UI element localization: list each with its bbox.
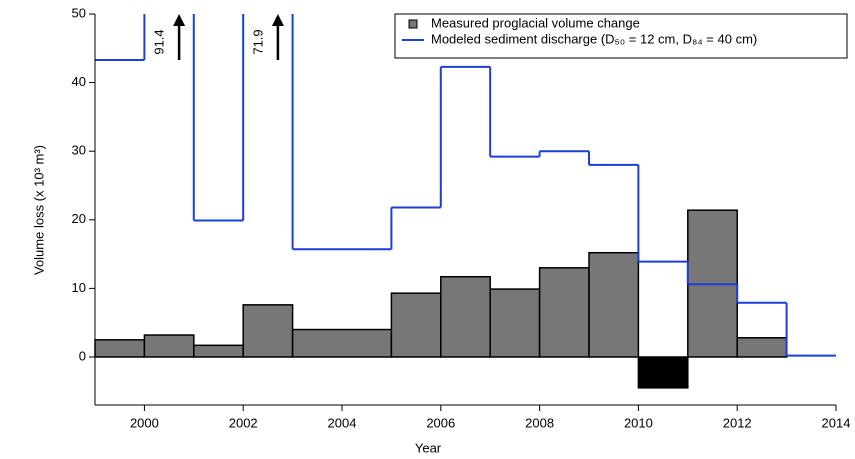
legend-label: Measured proglacial volume change xyxy=(431,15,640,30)
x-tick-label: 2002 xyxy=(229,415,258,430)
bar xyxy=(94,339,146,358)
overflow-arrowhead xyxy=(173,14,186,26)
y-axis-label: Volume loss (x 10³ m³) xyxy=(31,145,46,275)
y-tick-label: 10 xyxy=(72,280,86,295)
bar xyxy=(489,288,541,358)
bar xyxy=(390,292,442,358)
overflow-arrowhead xyxy=(271,14,284,26)
legend-label: Modeled sediment discharge (D₅₀ = 12 cm,… xyxy=(431,31,757,46)
y-tick-label: 30 xyxy=(72,143,86,158)
bar xyxy=(538,267,590,358)
x-tick-label: 2006 xyxy=(426,415,455,430)
x-tick-label: 2012 xyxy=(723,415,752,430)
y-tick-label: 50 xyxy=(72,5,86,20)
x-tick-label: 2008 xyxy=(525,415,554,430)
overflow-label: 71.9 xyxy=(250,29,265,54)
bar xyxy=(440,275,491,358)
y-tick-label: 40 xyxy=(72,74,86,89)
y-tick-label: 20 xyxy=(72,211,86,226)
x-tick-label: 2004 xyxy=(328,415,357,430)
x-tick-label: 2000 xyxy=(130,415,159,430)
overflow-label: 91.4 xyxy=(152,29,167,54)
bar xyxy=(637,356,689,389)
legend xyxy=(394,13,848,59)
x-axis-label: Year xyxy=(415,440,442,455)
bar xyxy=(143,334,195,358)
y-tick-label: 0 xyxy=(79,348,86,363)
bar xyxy=(588,251,640,358)
x-tick-label: 2010 xyxy=(624,415,653,430)
bar xyxy=(242,304,294,358)
step-line xyxy=(95,14,836,357)
bar xyxy=(291,328,393,358)
legend-swatch xyxy=(408,19,418,29)
bar xyxy=(193,344,244,358)
bar xyxy=(736,337,788,358)
x-tick-label: 2014 xyxy=(822,415,851,430)
bars xyxy=(94,209,788,389)
